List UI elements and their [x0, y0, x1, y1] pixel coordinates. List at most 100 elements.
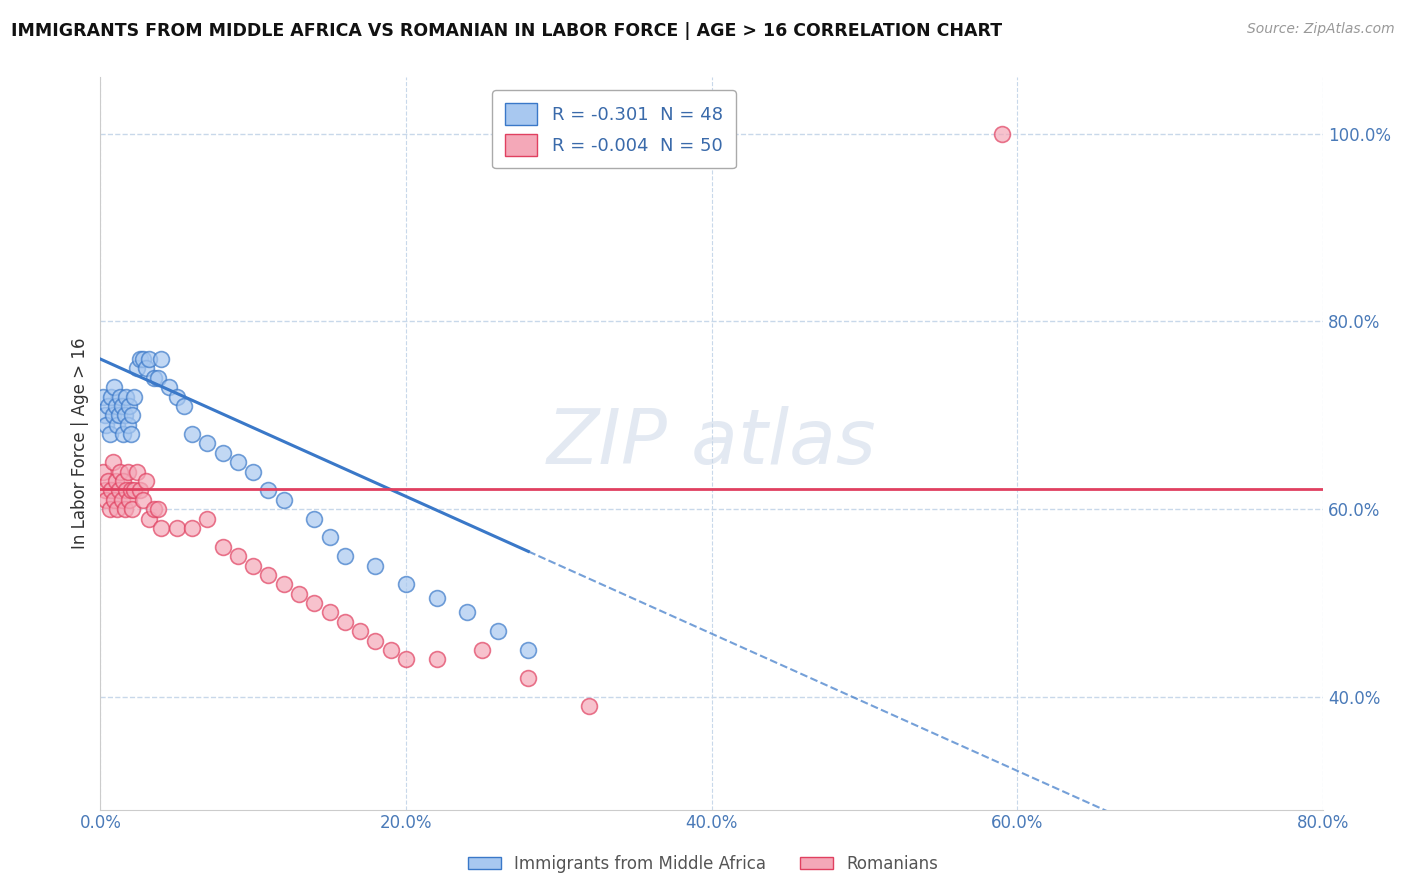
Point	[288, 587, 311, 601]
Point	[101, 455, 124, 469]
Point	[304, 511, 326, 525]
Point	[318, 606, 340, 620]
Legend: Immigrants from Middle Africa, Romanians: Immigrants from Middle Africa, Romanians	[461, 848, 945, 880]
Point	[96, 417, 118, 432]
Point	[125, 465, 148, 479]
Point	[118, 492, 141, 507]
Point	[181, 427, 204, 442]
Point	[157, 380, 180, 394]
Point	[98, 427, 121, 442]
Point	[991, 127, 1014, 141]
Point	[105, 417, 128, 432]
Point	[132, 351, 155, 366]
Point	[105, 502, 128, 516]
Point	[129, 351, 152, 366]
Point	[273, 492, 295, 507]
Point	[166, 390, 188, 404]
Point	[517, 643, 540, 657]
Point	[114, 409, 136, 423]
Point	[111, 492, 134, 507]
Point	[195, 511, 218, 525]
Point	[486, 624, 509, 639]
Point	[181, 521, 204, 535]
Point	[97, 399, 120, 413]
Point	[118, 399, 141, 413]
Point	[107, 483, 129, 498]
Point	[98, 502, 121, 516]
Point	[112, 474, 135, 488]
Point	[456, 606, 478, 620]
Point	[110, 390, 132, 404]
Point	[304, 596, 326, 610]
Point	[93, 465, 115, 479]
Point	[120, 427, 142, 442]
Point	[349, 624, 371, 639]
Point	[395, 577, 418, 591]
Point	[132, 492, 155, 507]
Point	[121, 502, 143, 516]
Point	[96, 492, 118, 507]
Point	[426, 652, 449, 666]
Point	[148, 371, 170, 385]
Point	[195, 436, 218, 450]
Point	[150, 351, 173, 366]
Y-axis label: In Labor Force | Age > 16: In Labor Force | Age > 16	[72, 338, 89, 549]
Point	[107, 409, 129, 423]
Point	[120, 483, 142, 498]
Legend: R = -0.301  N = 48, R = -0.004  N = 50: R = -0.301 N = 48, R = -0.004 N = 50	[492, 90, 735, 169]
Point	[173, 399, 195, 413]
Point	[226, 455, 249, 469]
Point	[110, 465, 132, 479]
Point	[122, 390, 145, 404]
Point	[578, 699, 600, 714]
Point	[117, 465, 139, 479]
Point	[395, 652, 418, 666]
Point	[142, 371, 165, 385]
Point	[380, 643, 402, 657]
Point	[121, 409, 143, 423]
Point	[166, 521, 188, 535]
Point	[211, 446, 233, 460]
Point	[517, 671, 540, 685]
Text: Source: ZipAtlas.com: Source: ZipAtlas.com	[1247, 22, 1395, 37]
Point	[114, 502, 136, 516]
Point	[318, 530, 340, 544]
Point	[150, 521, 173, 535]
Point	[103, 492, 125, 507]
Point	[103, 380, 125, 394]
Point	[471, 643, 494, 657]
Point	[100, 390, 122, 404]
Point	[125, 361, 148, 376]
Point	[100, 483, 122, 498]
Point	[426, 591, 449, 606]
Point	[101, 409, 124, 423]
Point	[97, 474, 120, 488]
Point	[211, 540, 233, 554]
Point	[112, 427, 135, 442]
Point	[93, 390, 115, 404]
Point	[104, 474, 127, 488]
Point	[273, 577, 295, 591]
Point	[117, 417, 139, 432]
Point	[242, 558, 264, 573]
Point	[135, 361, 157, 376]
Text: ZIP atlas: ZIP atlas	[547, 407, 876, 481]
Point	[257, 567, 280, 582]
Point	[94, 409, 117, 423]
Point	[129, 483, 152, 498]
Point	[226, 549, 249, 563]
Point	[138, 511, 160, 525]
Point	[115, 483, 138, 498]
Point	[333, 549, 356, 563]
Point	[142, 502, 165, 516]
Point	[104, 399, 127, 413]
Point	[242, 465, 264, 479]
Point	[135, 474, 157, 488]
Point	[148, 502, 170, 516]
Point	[333, 615, 356, 629]
Point	[364, 558, 387, 573]
Point	[111, 399, 134, 413]
Point	[115, 390, 138, 404]
Point	[364, 633, 387, 648]
Point	[94, 483, 117, 498]
